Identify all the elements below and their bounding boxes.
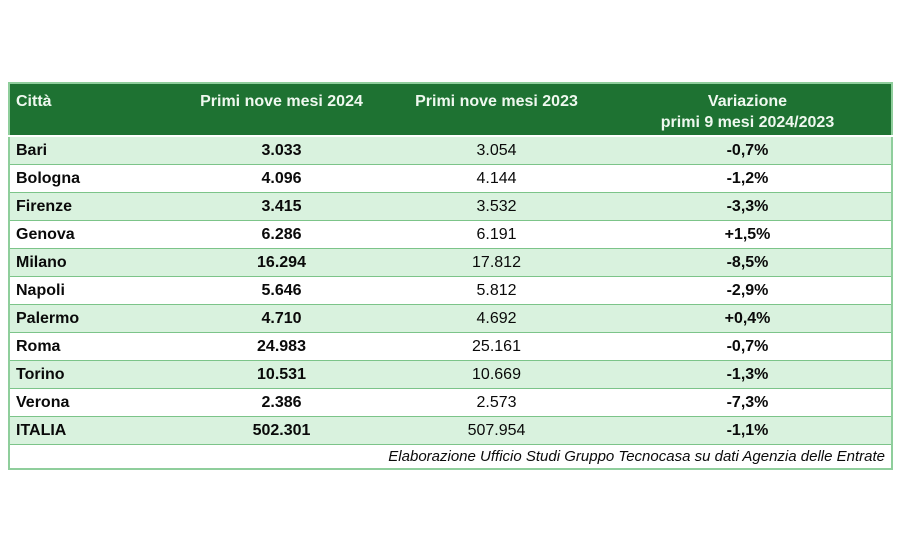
value-2024-cell: 5.646 bbox=[174, 276, 389, 305]
column-header-variazione-line2: primi 9 mesi 2024/2023 bbox=[660, 114, 835, 131]
variation-cell: -0,7% bbox=[604, 135, 892, 165]
value-2023-cell: 17.812 bbox=[389, 248, 604, 277]
value-2024-cell: 24.983 bbox=[174, 332, 389, 361]
header-row: Città Primi nove mesi 2024 Primi nove me… bbox=[9, 83, 892, 136]
table-footer: Elaborazione Ufficio Studi Gruppo Tecnoc… bbox=[9, 444, 892, 469]
city-cell: Verona bbox=[9, 388, 174, 417]
variation-cell: +1,5% bbox=[604, 220, 892, 249]
value-2024-cell: 10.531 bbox=[174, 360, 389, 389]
column-header-2024: Primi nove mesi 2024 bbox=[174, 83, 389, 136]
table-row: Bologna 4.096 4.144 -1,2% bbox=[9, 164, 892, 193]
value-2023-cell: 2.573 bbox=[389, 388, 604, 417]
transactions-table-container: Città Primi nove mesi 2024 Primi nove me… bbox=[8, 82, 893, 470]
city-cell: ITALIA bbox=[9, 416, 174, 445]
value-2023-cell: 6.191 bbox=[389, 220, 604, 249]
column-header-variazione-line1: Variazione bbox=[707, 93, 788, 110]
value-2023-cell: 507.954 bbox=[389, 416, 604, 445]
table-row: Roma 24.983 25.161 -0,7% bbox=[9, 332, 892, 361]
variation-cell: -1,1% bbox=[604, 416, 892, 445]
table-row: Verona 2.386 2.573 -7,3% bbox=[9, 388, 892, 417]
variation-cell: -1,3% bbox=[604, 360, 892, 389]
variation-cell: -1,2% bbox=[604, 164, 892, 193]
city-cell: Milano bbox=[9, 248, 174, 277]
value-2024-cell: 502.301 bbox=[174, 416, 389, 445]
source-note: Elaborazione Ufficio Studi Gruppo Tecnoc… bbox=[9, 444, 892, 469]
value-2023-cell: 25.161 bbox=[389, 332, 604, 361]
variation-cell: -8,5% bbox=[604, 248, 892, 277]
city-cell: Napoli bbox=[9, 276, 174, 305]
table-row: Napoli 5.646 5.812 -2,9% bbox=[9, 276, 892, 305]
city-cell: Bologna bbox=[9, 164, 174, 193]
column-header-citta: Città bbox=[9, 83, 174, 136]
value-2024-cell: 16.294 bbox=[174, 248, 389, 277]
variation-cell: -7,3% bbox=[604, 388, 892, 417]
table-row: Bari 3.033 3.054 -0,7% bbox=[9, 135, 892, 165]
value-2024-cell: 4.710 bbox=[174, 304, 389, 333]
transactions-table: Città Primi nove mesi 2024 Primi nove me… bbox=[8, 82, 893, 470]
city-cell: Roma bbox=[9, 332, 174, 361]
table-row: Firenze 3.415 3.532 -3,3% bbox=[9, 192, 892, 221]
table-row-italia-total: ITALIA 502.301 507.954 -1,1% bbox=[9, 416, 892, 445]
column-header-variazione: Variazione primi 9 mesi 2024/2023 bbox=[604, 83, 892, 136]
city-cell: Bari bbox=[9, 135, 174, 165]
variation-cell: -2,9% bbox=[604, 276, 892, 305]
city-cell: Torino bbox=[9, 360, 174, 389]
value-2024-cell: 2.386 bbox=[174, 388, 389, 417]
table-row: Torino 10.531 10.669 -1,3% bbox=[9, 360, 892, 389]
city-cell: Genova bbox=[9, 220, 174, 249]
value-2024-cell: 6.286 bbox=[174, 220, 389, 249]
value-2023-cell: 3.054 bbox=[389, 135, 604, 165]
value-2023-cell: 3.532 bbox=[389, 192, 604, 221]
variation-cell: +0,4% bbox=[604, 304, 892, 333]
value-2023-cell: 4.692 bbox=[389, 304, 604, 333]
city-cell: Firenze bbox=[9, 192, 174, 221]
city-cell: Palermo bbox=[9, 304, 174, 333]
value-2023-cell: 10.669 bbox=[389, 360, 604, 389]
value-2023-cell: 5.812 bbox=[389, 276, 604, 305]
variation-cell: -3,3% bbox=[604, 192, 892, 221]
value-2024-cell: 3.033 bbox=[174, 135, 389, 165]
value-2023-cell: 4.144 bbox=[389, 164, 604, 193]
column-header-2023: Primi nove mesi 2023 bbox=[389, 83, 604, 136]
source-row: Elaborazione Ufficio Studi Gruppo Tecnoc… bbox=[9, 444, 892, 469]
table-row: Genova 6.286 6.191 +1,5% bbox=[9, 220, 892, 249]
table-row: Palermo 4.710 4.692 +0,4% bbox=[9, 304, 892, 333]
variation-cell: -0,7% bbox=[604, 332, 892, 361]
value-2024-cell: 3.415 bbox=[174, 192, 389, 221]
table-body: Bari 3.033 3.054 -0,7% Bologna 4.096 4.1… bbox=[9, 135, 892, 445]
value-2024-cell: 4.096 bbox=[174, 164, 389, 193]
table-header: Città Primi nove mesi 2024 Primi nove me… bbox=[9, 83, 892, 136]
table-row: Milano 16.294 17.812 -8,5% bbox=[9, 248, 892, 277]
